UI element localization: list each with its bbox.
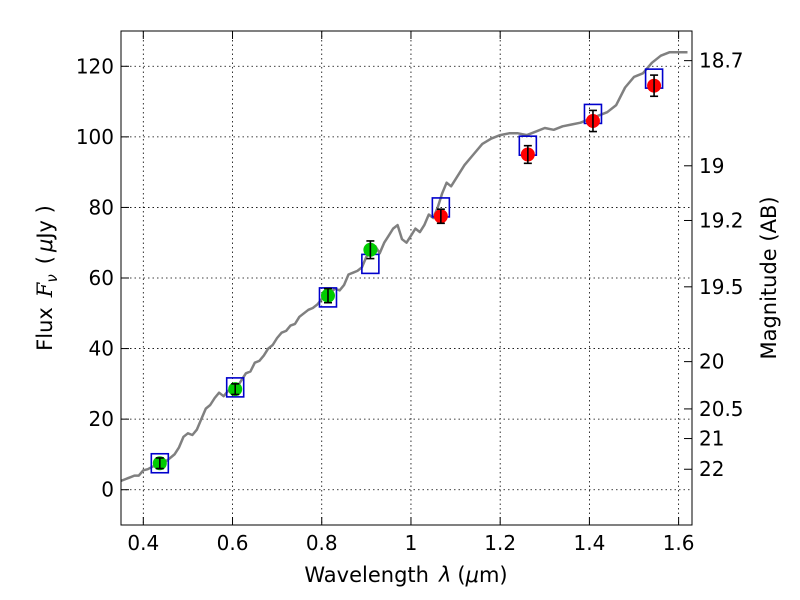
x-tick-label: 0.6 bbox=[217, 531, 249, 555]
y-axis-ticks: 0 20 40 60 80 100 120 bbox=[76, 54, 129, 502]
model-spectrum-line bbox=[120, 50, 688, 483]
magnitude-axis-label: Magnitude (AB) bbox=[757, 196, 781, 359]
model-band-square bbox=[225, 377, 245, 398]
y-tick-label: 100 bbox=[76, 125, 114, 149]
grid bbox=[121, 31, 692, 525]
y-tick-label: 120 bbox=[76, 54, 114, 78]
magnitude-tick-label: 20.5 bbox=[699, 397, 744, 421]
magnitude-tick-label: 22 bbox=[699, 457, 724, 481]
x-axis-label: Wavelength λ (μm) bbox=[304, 563, 507, 587]
model-spectrum bbox=[120, 50, 688, 483]
y-axis-label: FluxFν(μJy ) bbox=[33, 205, 61, 351]
x-tick-label: 1.2 bbox=[484, 531, 516, 555]
magnitude-tick-label: 18.7 bbox=[699, 49, 744, 73]
magnitude-tick-label: 21 bbox=[699, 427, 724, 451]
magnitude-tick-label: 19.5 bbox=[699, 275, 744, 299]
x-tick-label: 1 bbox=[405, 531, 418, 555]
x-tick-label: 1.6 bbox=[663, 531, 695, 555]
y-tick-label: 0 bbox=[101, 478, 114, 502]
x-tick-label: 0.8 bbox=[306, 531, 338, 555]
x-tick-label: 1.4 bbox=[573, 531, 605, 555]
y-tick-label: 80 bbox=[89, 195, 114, 219]
magnitude-tick-label: 19.2 bbox=[699, 208, 744, 232]
x-axis-ticks: 0.4 0.6 0.8 1 1.2 1.4 1.6 bbox=[127, 31, 695, 555]
y-tick-label: 40 bbox=[89, 337, 114, 361]
photometry-points bbox=[150, 68, 664, 474]
y-tick-label: 20 bbox=[89, 407, 114, 431]
x-tick-label: 0.4 bbox=[127, 531, 159, 555]
magnitude-axis-ticks: 18.7 19 19.2 19.5 20 20.5 21 22 bbox=[684, 49, 744, 481]
y-tick-label: 60 bbox=[89, 266, 114, 290]
model-band-square bbox=[150, 452, 170, 474]
plot-frame bbox=[120, 30, 693, 526]
magnitude-tick-label: 20 bbox=[699, 350, 724, 374]
magnitude-tick-label: 19 bbox=[699, 154, 724, 178]
